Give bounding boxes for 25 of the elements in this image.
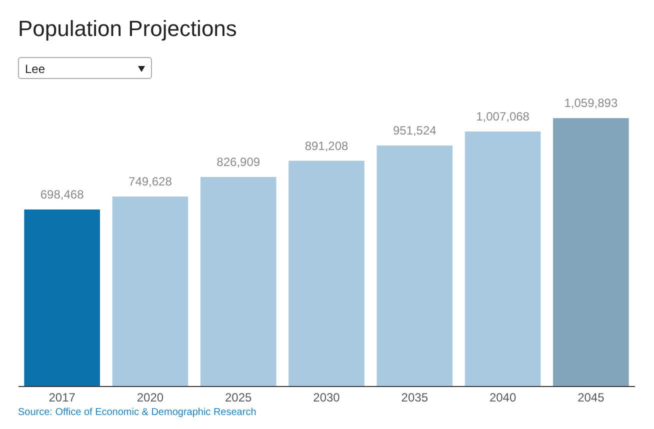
- bar: [464, 131, 541, 386]
- data-label: 951,524: [392, 124, 437, 138]
- data-label: 891,208: [304, 138, 349, 153]
- x-tick-label: 2017: [48, 390, 76, 404]
- x-tick-label: 2035: [401, 390, 428, 404]
- bar: [24, 209, 100, 386]
- chart-title: Population Projections: [18, 16, 237, 42]
- data-label: 1,007,068: [476, 109, 530, 124]
- data-label: 749,628: [128, 174, 172, 189]
- data-label: 826,909: [216, 155, 260, 170]
- x-tick-label: 2030: [313, 390, 340, 404]
- x-tick-label: 2020: [136, 390, 164, 404]
- bar: [200, 177, 276, 386]
- x-tick-label: 2045: [578, 390, 605, 404]
- chart-subtitle: Lee: [25, 62, 46, 76]
- dropdown-field: Lee: [18, 57, 152, 79]
- bar: [376, 146, 453, 386]
- source-note: Source: Office of Economic & Demographic Research: [18, 407, 256, 418]
- bar: [112, 196, 188, 386]
- data-label: 1,059,893: [564, 96, 618, 110]
- bar: [288, 160, 364, 386]
- x-tick-label: 2025: [225, 390, 252, 404]
- x-tick-label: 2040: [489, 390, 516, 404]
- bar: [553, 118, 629, 386]
- data-label: 698,468: [40, 187, 84, 202]
